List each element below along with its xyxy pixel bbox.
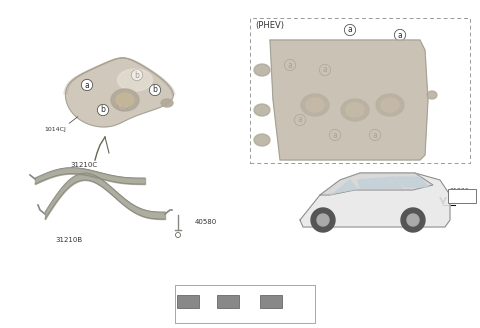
- Bar: [177, 295, 199, 308]
- Bar: [217, 295, 239, 308]
- Circle shape: [317, 214, 329, 226]
- Ellipse shape: [254, 104, 270, 116]
- Text: a: a: [333, 131, 337, 139]
- Ellipse shape: [381, 98, 399, 112]
- Circle shape: [176, 233, 180, 237]
- Text: 31101A: 31101A: [192, 310, 216, 315]
- Ellipse shape: [254, 64, 270, 76]
- Circle shape: [311, 208, 335, 232]
- Text: a: a: [348, 26, 352, 34]
- Ellipse shape: [376, 94, 404, 116]
- Text: b: b: [225, 309, 229, 315]
- Bar: [175, 285, 315, 323]
- Ellipse shape: [306, 98, 324, 112]
- Text: a: a: [84, 80, 89, 90]
- Ellipse shape: [118, 69, 153, 91]
- Text: (PHEV): (PHEV): [255, 21, 284, 30]
- Text: 40580: 40580: [195, 219, 217, 225]
- Polygon shape: [358, 177, 403, 188]
- Ellipse shape: [161, 99, 173, 107]
- Text: 31101B: 31101B: [232, 310, 256, 315]
- Text: a: a: [185, 309, 189, 315]
- Text: a: a: [372, 131, 377, 139]
- Bar: [448, 189, 476, 203]
- Polygon shape: [270, 40, 428, 160]
- Circle shape: [401, 208, 425, 232]
- Bar: [250, 18, 470, 163]
- Text: c: c: [268, 309, 272, 315]
- Text: a: a: [397, 31, 402, 39]
- Text: a: a: [120, 100, 125, 110]
- Text: 31036: 31036: [450, 188, 469, 193]
- Polygon shape: [330, 180, 357, 194]
- Text: a: a: [298, 115, 302, 125]
- Ellipse shape: [116, 93, 134, 107]
- Bar: [260, 295, 282, 308]
- Text: b: b: [134, 71, 139, 79]
- Polygon shape: [65, 58, 173, 127]
- Ellipse shape: [111, 89, 139, 111]
- Text: 31210C: 31210C: [70, 162, 97, 168]
- Ellipse shape: [427, 91, 437, 99]
- Text: 31210B: 31210B: [55, 237, 82, 243]
- Text: 31128B: 31128B: [275, 310, 299, 315]
- Ellipse shape: [346, 103, 364, 117]
- Ellipse shape: [301, 94, 329, 116]
- Text: a: a: [288, 60, 292, 70]
- Text: a: a: [323, 66, 327, 74]
- Ellipse shape: [254, 134, 270, 146]
- Polygon shape: [397, 177, 428, 187]
- Text: 1014CJ: 1014CJ: [44, 128, 66, 133]
- Ellipse shape: [341, 99, 369, 121]
- Polygon shape: [300, 173, 450, 227]
- Circle shape: [407, 214, 419, 226]
- Text: b: b: [101, 106, 106, 114]
- Polygon shape: [320, 173, 433, 195]
- Text: b: b: [153, 86, 157, 94]
